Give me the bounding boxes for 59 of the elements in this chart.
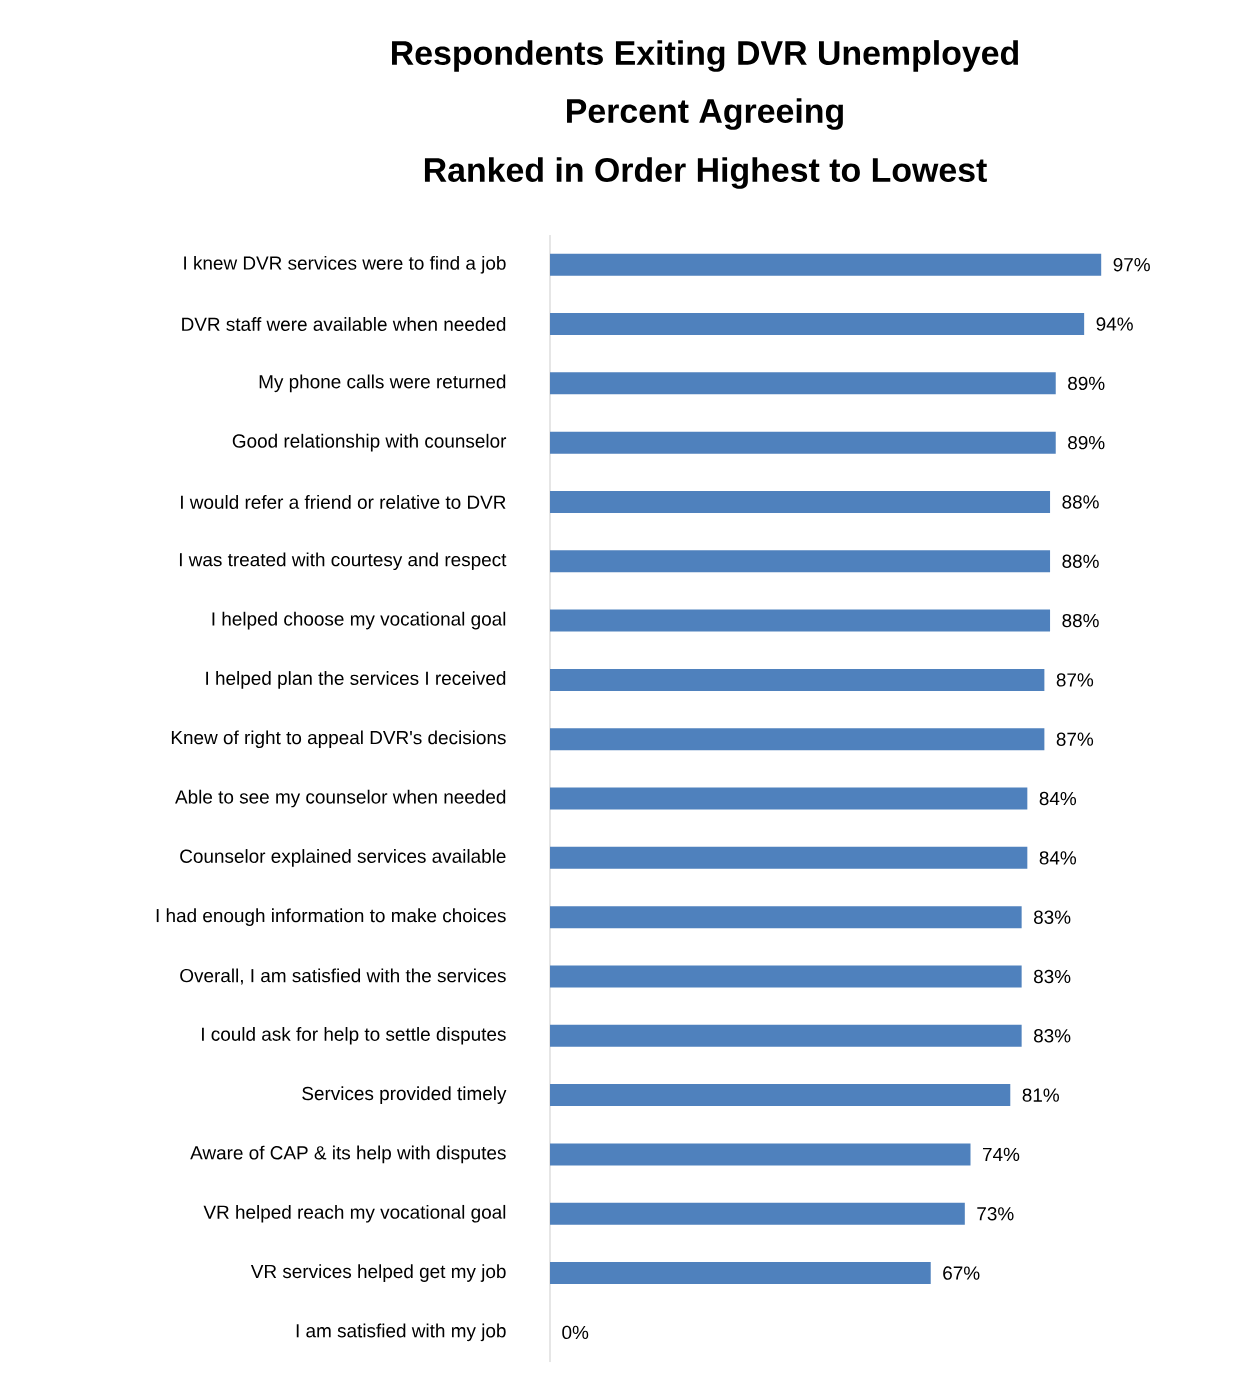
y-tick-label: I had enough information to make choices	[156, 908, 506, 926]
bar	[550, 1262, 931, 1285]
bar	[550, 609, 1051, 632]
bar	[550, 313, 1085, 336]
text: Ranked in Order Highest to Lowest	[424, 157, 987, 189]
data-label: 89%	[1068, 435, 1105, 450]
y-tick-label: My phone calls were returned	[259, 374, 506, 393]
data-label: 81%	[1022, 1088, 1060, 1102]
bar	[550, 1202, 965, 1225]
y-tick-label: VR helped reach my vocational goal	[203, 1204, 506, 1223]
bar	[550, 965, 1022, 988]
data-label: 84%	[1039, 851, 1077, 865]
bar	[550, 253, 1102, 276]
bar	[550, 906, 1022, 929]
bar	[550, 846, 1028, 869]
data-label: 94%	[1096, 317, 1133, 331]
bar	[550, 668, 1045, 691]
data-label: 97%	[1113, 258, 1150, 272]
data-label: 0%	[562, 1325, 589, 1340]
y-tick-label: Overall, I am satisfied with the services	[180, 968, 506, 985]
bar	[550, 431, 1056, 454]
data-label: 74%	[982, 1147, 1020, 1162]
y-tick-label: I helped plan the services I received	[206, 671, 506, 689]
y-tick-label: Knew of right to appeal DVR's decisions	[171, 730, 506, 749]
y-tick-label: I helped choose my vocational goal	[212, 611, 506, 630]
y-tick-label: I am satisfied with my job	[296, 1323, 506, 1342]
bar	[550, 1024, 1022, 1047]
bar	[550, 1084, 1011, 1107]
data-label: 88%	[1062, 613, 1099, 628]
y-tick-label: I knew DVR services were to find a job	[184, 255, 506, 274]
data-label: 87%	[1056, 732, 1094, 746]
bar	[550, 728, 1045, 751]
bar	[550, 372, 1056, 395]
y-tick-label: I was treated with courtesy and respect	[179, 552, 507, 571]
bar	[550, 787, 1028, 810]
y-tick-label: I would refer a friend or relative to DVR	[181, 495, 506, 509]
data-label: 84%	[1039, 791, 1077, 806]
y-tick-label: Aware of CAP & its help with disputes	[190, 1145, 506, 1164]
y-tick-label: Services provided timely	[302, 1086, 507, 1104]
data-label: 83%	[1033, 969, 1071, 984]
chart-title: Respondents Exiting DVR Unemployed	[392, 40, 1018, 72]
data-label: 83%	[1033, 1029, 1071, 1043]
data-label: 89%	[1068, 376, 1105, 391]
y-tick-label: Counselor explained services available	[180, 849, 506, 867]
y-tick-label: Good relationship with counselor	[232, 433, 507, 452]
y-tick-label: DVR staff were available when needed	[182, 317, 506, 331]
bar	[550, 550, 1051, 573]
bar	[550, 1143, 971, 1166]
data-label: 83%	[1033, 910, 1071, 924]
y-tick-label: Able to see my counselor when needed	[175, 789, 506, 808]
data-label: 67%	[943, 1266, 980, 1280]
y-tick-label: VR services helped get my job	[250, 1264, 506, 1282]
data-label: 73%	[977, 1207, 1014, 1221]
data-label: 88%	[1062, 554, 1099, 568]
y-tick-label: I could ask for help to settle disputes	[202, 1026, 506, 1045]
bar	[550, 490, 1051, 513]
data-label: 87%	[1056, 673, 1094, 687]
data-label: 88%	[1062, 495, 1099, 509]
chart-subtitle: Percent Agreeing	[567, 98, 843, 130]
